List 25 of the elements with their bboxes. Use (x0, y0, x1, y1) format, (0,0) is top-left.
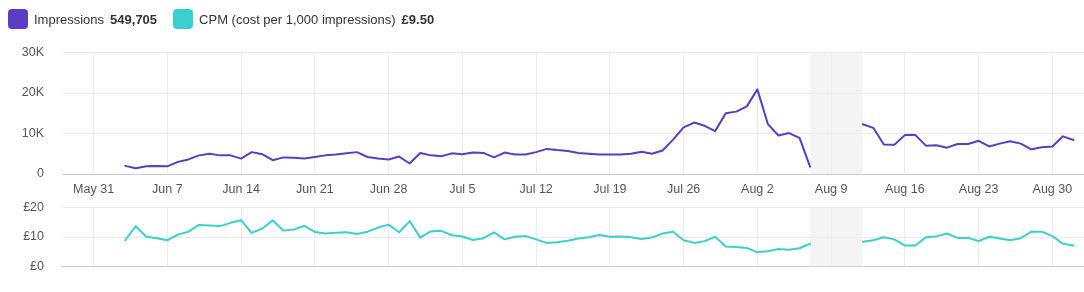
x-tick-label: Aug 23 (958, 181, 999, 196)
legend-label: Impressions (34, 11, 105, 27)
x-tick-label: Jul 19 (593, 181, 627, 196)
x-tick-label: Aug 2 (741, 181, 774, 196)
y-tick-label: 10K (21, 125, 45, 140)
x-tick-label: Jun 7 (152, 181, 183, 196)
x-tick-label: Jul 5 (449, 181, 476, 196)
x-tick-label: Aug 30 (1032, 181, 1073, 196)
x-tick-label: Aug 9 (814, 181, 848, 196)
x-tick-label: Jul 12 (519, 181, 553, 196)
x-tick-label: Aug 16 (885, 181, 925, 196)
y-tick-label: £10 (23, 229, 45, 244)
x-tick-label: Jun 14 (222, 181, 260, 196)
y-tick-label: 30K (21, 44, 45, 59)
y-tick-label: 0 (37, 166, 45, 181)
y-tick-label: 20K (21, 85, 45, 100)
legend-label: CPM (cost per 1,000 impressions) (199, 11, 396, 27)
text: £9.50 (401, 11, 435, 27)
x-tick-label: Jun 28 (369, 181, 408, 196)
text: 549,705 (110, 11, 158, 27)
x-tick-label: Jun 21 (296, 181, 334, 196)
y-tick-label: £20 (23, 199, 45, 214)
x-tick-label: May 31 (73, 181, 115, 196)
x-tick-label: Jul 26 (666, 181, 701, 196)
y-tick-label: £0 (30, 258, 45, 273)
